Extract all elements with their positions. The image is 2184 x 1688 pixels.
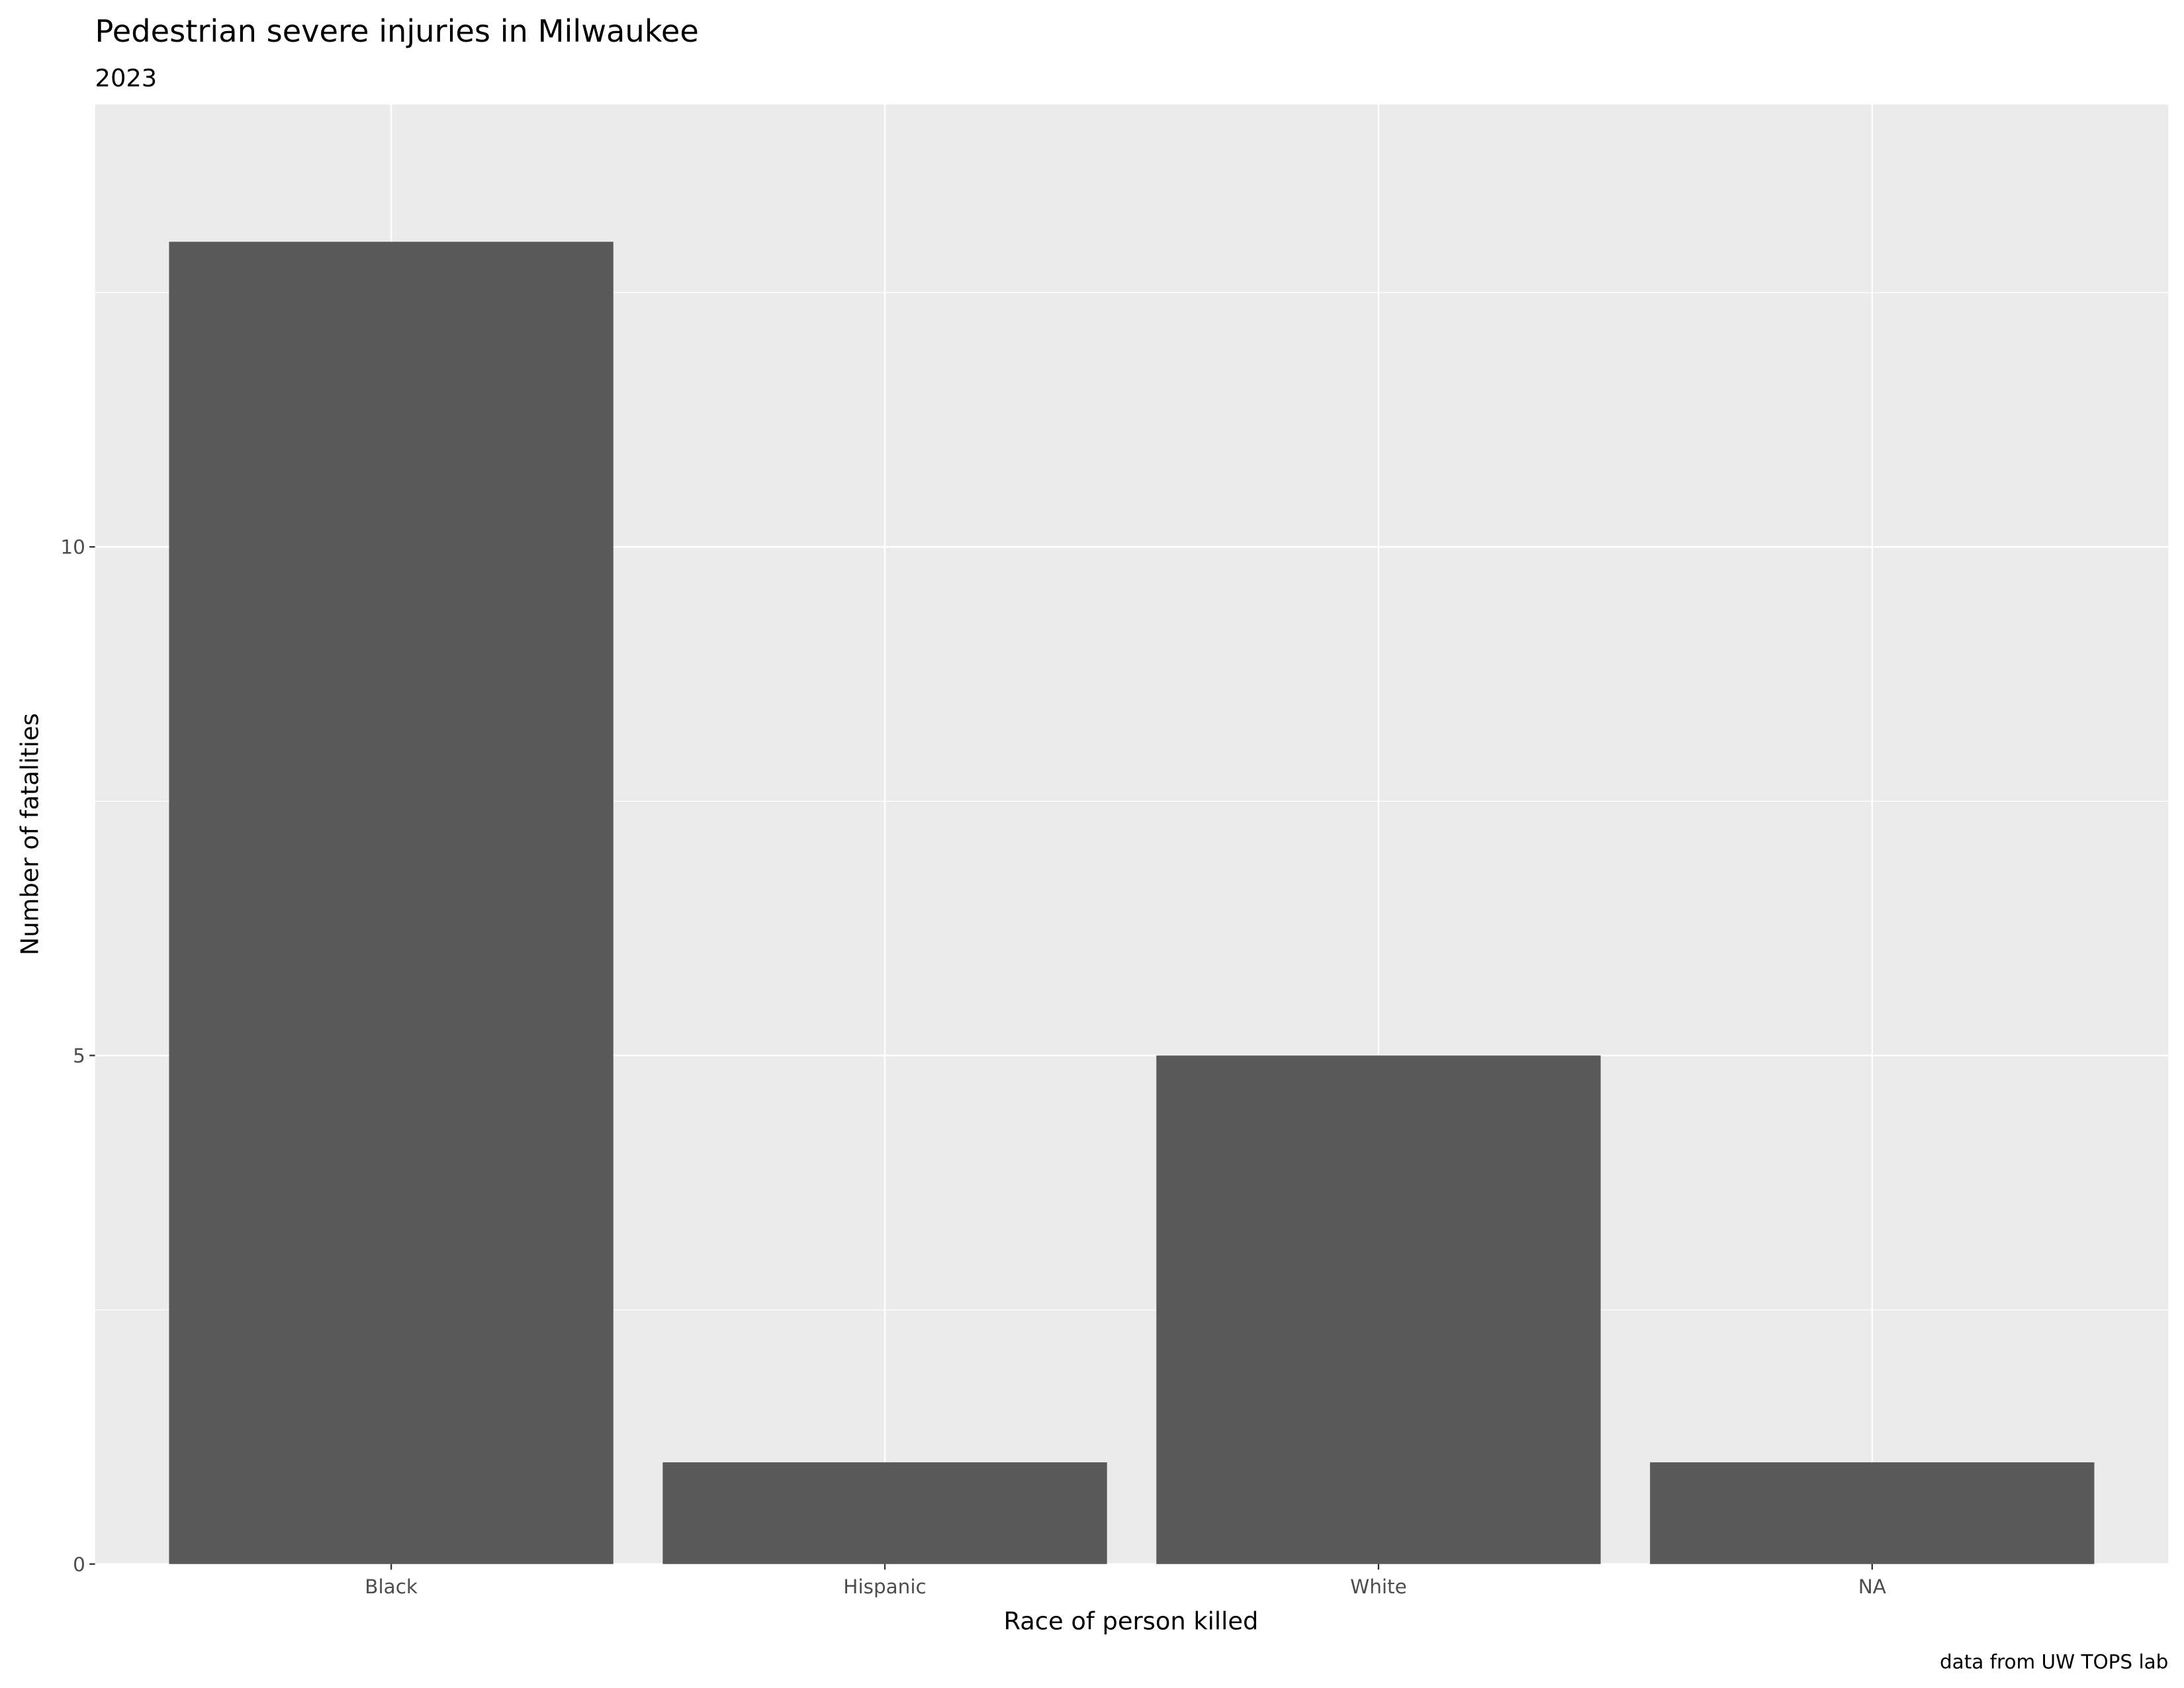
bar-hispanic [662, 1462, 1107, 1564]
chart-caption: data from UW TOPS lab [1940, 1651, 2168, 1673]
x-tick-label: Black [365, 1575, 418, 1598]
y-tick-label: 0 [73, 1553, 85, 1575]
y-tick-label: 5 [73, 1045, 85, 1067]
x-tick-label: Hispanic [843, 1575, 926, 1598]
bar-black [169, 242, 614, 1564]
chart-title: Pedestrian severe injuries in Milwaukee [95, 13, 699, 49]
x-tick-label: White [1350, 1575, 1407, 1598]
x-axis-title: Race of person killed [1003, 1607, 1258, 1636]
bar-white [1156, 1055, 1601, 1564]
y-tick-label: 10 [60, 536, 85, 559]
y-axis: 0 5 10 [60, 536, 95, 1575]
bars [169, 242, 2095, 1564]
bar-na [1650, 1462, 2095, 1564]
chart-subtitle: 2023 [95, 64, 158, 92]
y-axis-title: Number of fatalities [15, 713, 44, 955]
x-tick-label: NA [1858, 1575, 1886, 1598]
x-axis: Black Hispanic White NA [365, 1564, 1886, 1598]
